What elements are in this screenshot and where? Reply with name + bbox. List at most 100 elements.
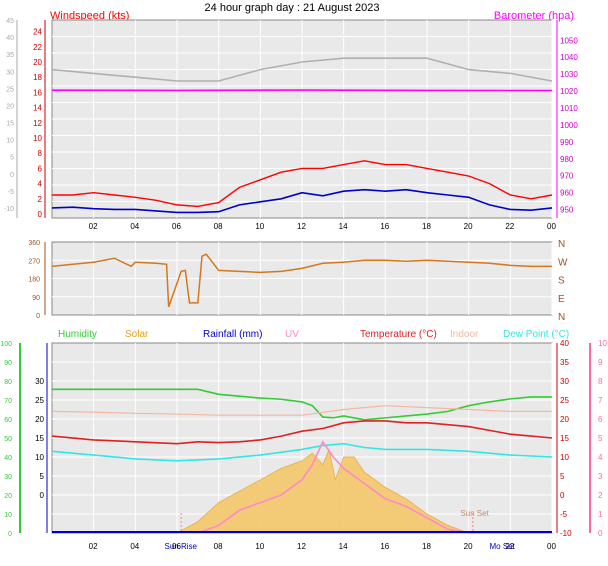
barometer-y-tick-label: 960: [560, 189, 574, 198]
uv-y-tick-label: 3: [598, 472, 603, 481]
series-gust_grey: [51, 57, 553, 82]
rain-y-tick-label: 10: [35, 453, 44, 462]
wind-y-tick-label: 4: [38, 180, 43, 189]
wind-y-tick-label: 16: [33, 88, 42, 97]
solar-label: Solar: [125, 329, 149, 340]
series-uv: [197, 440, 469, 534]
humidity-y-tick-label: 70: [4, 398, 12, 405]
temp-y-tick-label: -10: [560, 529, 572, 538]
rain-y-tick-label: 0: [40, 491, 45, 500]
barometer-label: Barometer (hpa): [494, 10, 574, 22]
chart-title: 24 hour graph day : 21 August 2023: [205, 2, 380, 14]
compass-tick-label: W: [558, 257, 568, 268]
temp-y-tick-label: 35: [560, 358, 569, 367]
wind-panel-x-tick-label: 18: [422, 222, 431, 231]
wind-panel-x-tick-label: 02: [89, 222, 98, 231]
gust-y-tick-label: 20: [6, 103, 14, 110]
wind-y-tick-label: 14: [33, 104, 42, 113]
humidity-y-tick-label: 60: [4, 417, 12, 424]
temp-panel-x-tick-label: 10: [255, 542, 264, 551]
compass-tick-label: N: [558, 312, 565, 323]
gust-y-tick-label: 35: [6, 52, 14, 59]
wind-panel-x-tick-label: 14: [339, 222, 348, 231]
wind-y-tick-label: 2: [38, 195, 43, 204]
gust-y-tick-label: 45: [6, 18, 14, 25]
uv-label: UV: [285, 329, 299, 340]
wind-panel-x-tick-label: 00: [547, 222, 556, 231]
sunrise-label: Sun Rise: [165, 542, 198, 551]
compass-tick-label: E: [558, 294, 565, 305]
uv-y-tick-label: 2: [598, 491, 603, 500]
direction-y-tick-label: 90: [32, 295, 40, 302]
series-temperature: [51, 420, 553, 445]
temp-y-tick-label: 0: [560, 491, 565, 500]
rain-y-tick-label: 30: [35, 377, 44, 386]
gust-y-tick-label: 5: [10, 155, 14, 162]
series-humidity: [52, 388, 552, 421]
temp-panel-x-tick-label: 08: [214, 542, 223, 551]
wind-panel-x-tick-label: 06: [172, 222, 181, 231]
gust-y-tick-label: -10: [4, 206, 14, 213]
series-solar: [176, 448, 469, 534]
humidity-y-tick-label: 50: [4, 436, 12, 443]
temp-panel-x-tick-label: 06: [172, 542, 181, 551]
wind-panel-x-tick-label: 12: [297, 222, 306, 231]
humidity-y-tick-label: 100: [0, 341, 12, 348]
windspeed-label: Windspeed (kts): [50, 10, 129, 22]
series-wind_dir: [51, 253, 552, 308]
humidity-y-tick-label: 20: [4, 493, 12, 500]
barometer-y-tick-label: 950: [560, 206, 574, 215]
wind-panel-x-tick-label: 22: [505, 222, 514, 231]
humidity-label: Humidity: [58, 329, 97, 340]
temp-y-tick-label: 30: [560, 377, 569, 386]
wind-y-tick-label: 20: [33, 58, 42, 67]
gust-y-tick-label: 15: [6, 121, 14, 128]
wind-y-tick-label: 8: [38, 149, 43, 158]
direction-y-tick-label: 180: [28, 277, 40, 284]
temp-panel-x-tick-label: 18: [422, 542, 431, 551]
uv-y-tick-label: 8: [598, 377, 603, 386]
rain-y-tick-label: 20: [35, 415, 44, 424]
temp-y-tick-label: 5: [560, 472, 565, 481]
uv-y-tick-label: 7: [598, 396, 603, 405]
uv-y-tick-label: 5: [598, 434, 603, 443]
humidity-y-tick-label: 90: [4, 360, 12, 367]
wind-y-tick-label: 12: [33, 119, 42, 128]
rain-y-tick-label: 15: [35, 434, 44, 443]
temp-panel-x-tick-label: 14: [339, 542, 348, 551]
barometer-y-tick-label: 980: [560, 155, 574, 164]
temp-panel-x-tick-label: 04: [130, 542, 139, 551]
temp-y-tick-label: -5: [560, 510, 568, 519]
wind-panel-x-tick-label: 20: [464, 222, 473, 231]
barometer-y-tick-label: 1020: [560, 87, 578, 96]
barometer-y-tick-label: 970: [560, 172, 574, 181]
sunset-label: Sun Set: [460, 509, 489, 518]
uv-y-tick-label: 6: [598, 415, 603, 424]
temp-panel-x-tick-label: 02: [89, 542, 98, 551]
gust-y-tick-label: -5: [8, 189, 14, 196]
humidity-y-tick-label: 30: [4, 474, 12, 481]
direction-y-tick-label: 360: [28, 240, 40, 247]
wind-y-tick-label: 6: [38, 164, 43, 173]
wind-panel-x-tick-label: 04: [130, 222, 139, 231]
temp-y-tick-label: 25: [560, 396, 569, 405]
wind-panel-x-tick-label: 08: [214, 222, 223, 231]
temperature-label: Temperature (°C): [360, 329, 437, 340]
compass-tick-label: N: [558, 239, 565, 250]
uv-y-tick-label: 4: [598, 453, 603, 462]
temp-panel-x-tick-label: 12: [297, 542, 306, 551]
temp-panel-x-tick-label: 22: [505, 542, 514, 551]
humidity-y-tick-label: 40: [4, 455, 12, 462]
indoor-label: Indoor: [450, 329, 479, 340]
temp-y-tick-label: 40: [560, 339, 569, 348]
wind-panel-x-tick-label: 16: [380, 222, 389, 231]
temp-y-tick-label: 10: [560, 453, 569, 462]
barometer-y-tick-label: 1010: [560, 104, 578, 113]
series-barometer: [51, 89, 553, 92]
barometer-y-tick-label: 990: [560, 138, 574, 147]
barometer-y-tick-label: 1040: [560, 53, 578, 62]
uv-y-tick-label: 0: [598, 529, 603, 538]
temp-y-tick-label: 20: [560, 415, 569, 424]
rainfall-label: Rainfall (mm): [203, 329, 262, 340]
